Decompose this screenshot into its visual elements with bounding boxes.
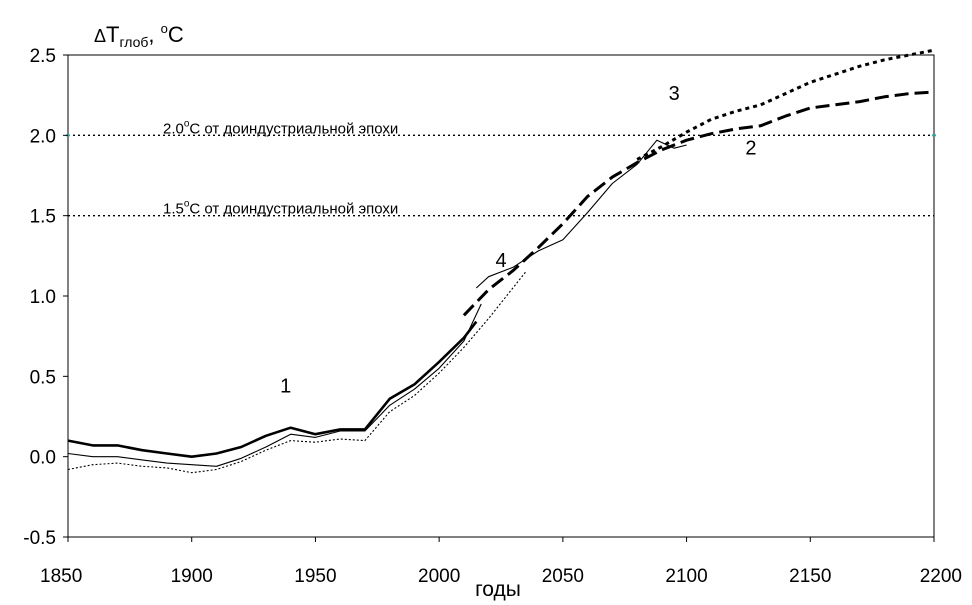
curve-label: 2 — [745, 138, 756, 160]
x-tick-label: 1900 — [171, 566, 213, 587]
ref-text: C от доиндустриальной эпохи — [189, 120, 398, 137]
ref-value: 2.0 — [163, 120, 184, 137]
y-axis-var: T — [106, 22, 119, 47]
x-tick-label: 1850 — [40, 566, 82, 587]
y-tick-label: 0.5 — [30, 367, 56, 388]
curve-label: 1 — [280, 375, 291, 397]
reference-line-label: 2.0oC от доиндустриальной эпохи — [163, 118, 398, 137]
x-tick-label: 2000 — [418, 566, 460, 587]
y-axis-unit: C — [168, 22, 184, 47]
ref-value: 1.5 — [163, 201, 184, 218]
series-line-5 — [462, 90, 935, 317]
curve-label: 4 — [495, 250, 506, 272]
x-tick-label: 2100 — [665, 566, 707, 587]
curve-labels: 1 2 3 4 — [280, 83, 756, 397]
ref-degree-sup: o — [184, 118, 190, 129]
y-tick-label: 1.0 — [30, 287, 56, 308]
y-tick-labels: 2.5 2.0 1.5 1.0 0.5 0.0 -0.5 — [23, 46, 68, 549]
series-line-4 — [475, 139, 687, 289]
y-axis-unit-prefix: , — [148, 22, 160, 47]
y-tick-label: 1.5 — [30, 207, 56, 228]
x-tick-label: 2050 — [542, 566, 584, 587]
series-layer — [67, 48, 935, 474]
y-axis-title: ΔTглоб, oC — [94, 21, 184, 50]
series-line-3 — [67, 271, 527, 474]
reference-line-label: 1.5oC от доиндустриальной эпохи — [163, 199, 398, 218]
x-tick-label: 1950 — [294, 566, 336, 587]
x-axis-title: годы — [475, 578, 521, 601]
x-tick-label: 2150 — [789, 566, 831, 587]
ref-text: C от доиндустриальной эпохи — [189, 201, 398, 218]
y-tick-label: 2.5 — [30, 46, 56, 67]
x-tick-labels: 1850 1900 1950 2000 2050 2100 2150 2200 — [40, 537, 962, 587]
y-axis-unit-sup: o — [161, 21, 168, 36]
y-tick-label: 2.0 — [30, 126, 56, 147]
delta-symbol: Δ — [94, 26, 106, 46]
y-tick-label: 0.0 — [30, 448, 56, 469]
ref-degree-sup: o — [184, 199, 190, 210]
series-line-2 — [67, 303, 482, 467]
series-line-1 — [67, 320, 478, 458]
curve-label: 3 — [669, 83, 680, 105]
y-tick-label: -0.5 — [23, 528, 56, 549]
x-tick-label: 2200 — [920, 566, 962, 587]
y-axis-subscript: глоб — [119, 34, 148, 50]
